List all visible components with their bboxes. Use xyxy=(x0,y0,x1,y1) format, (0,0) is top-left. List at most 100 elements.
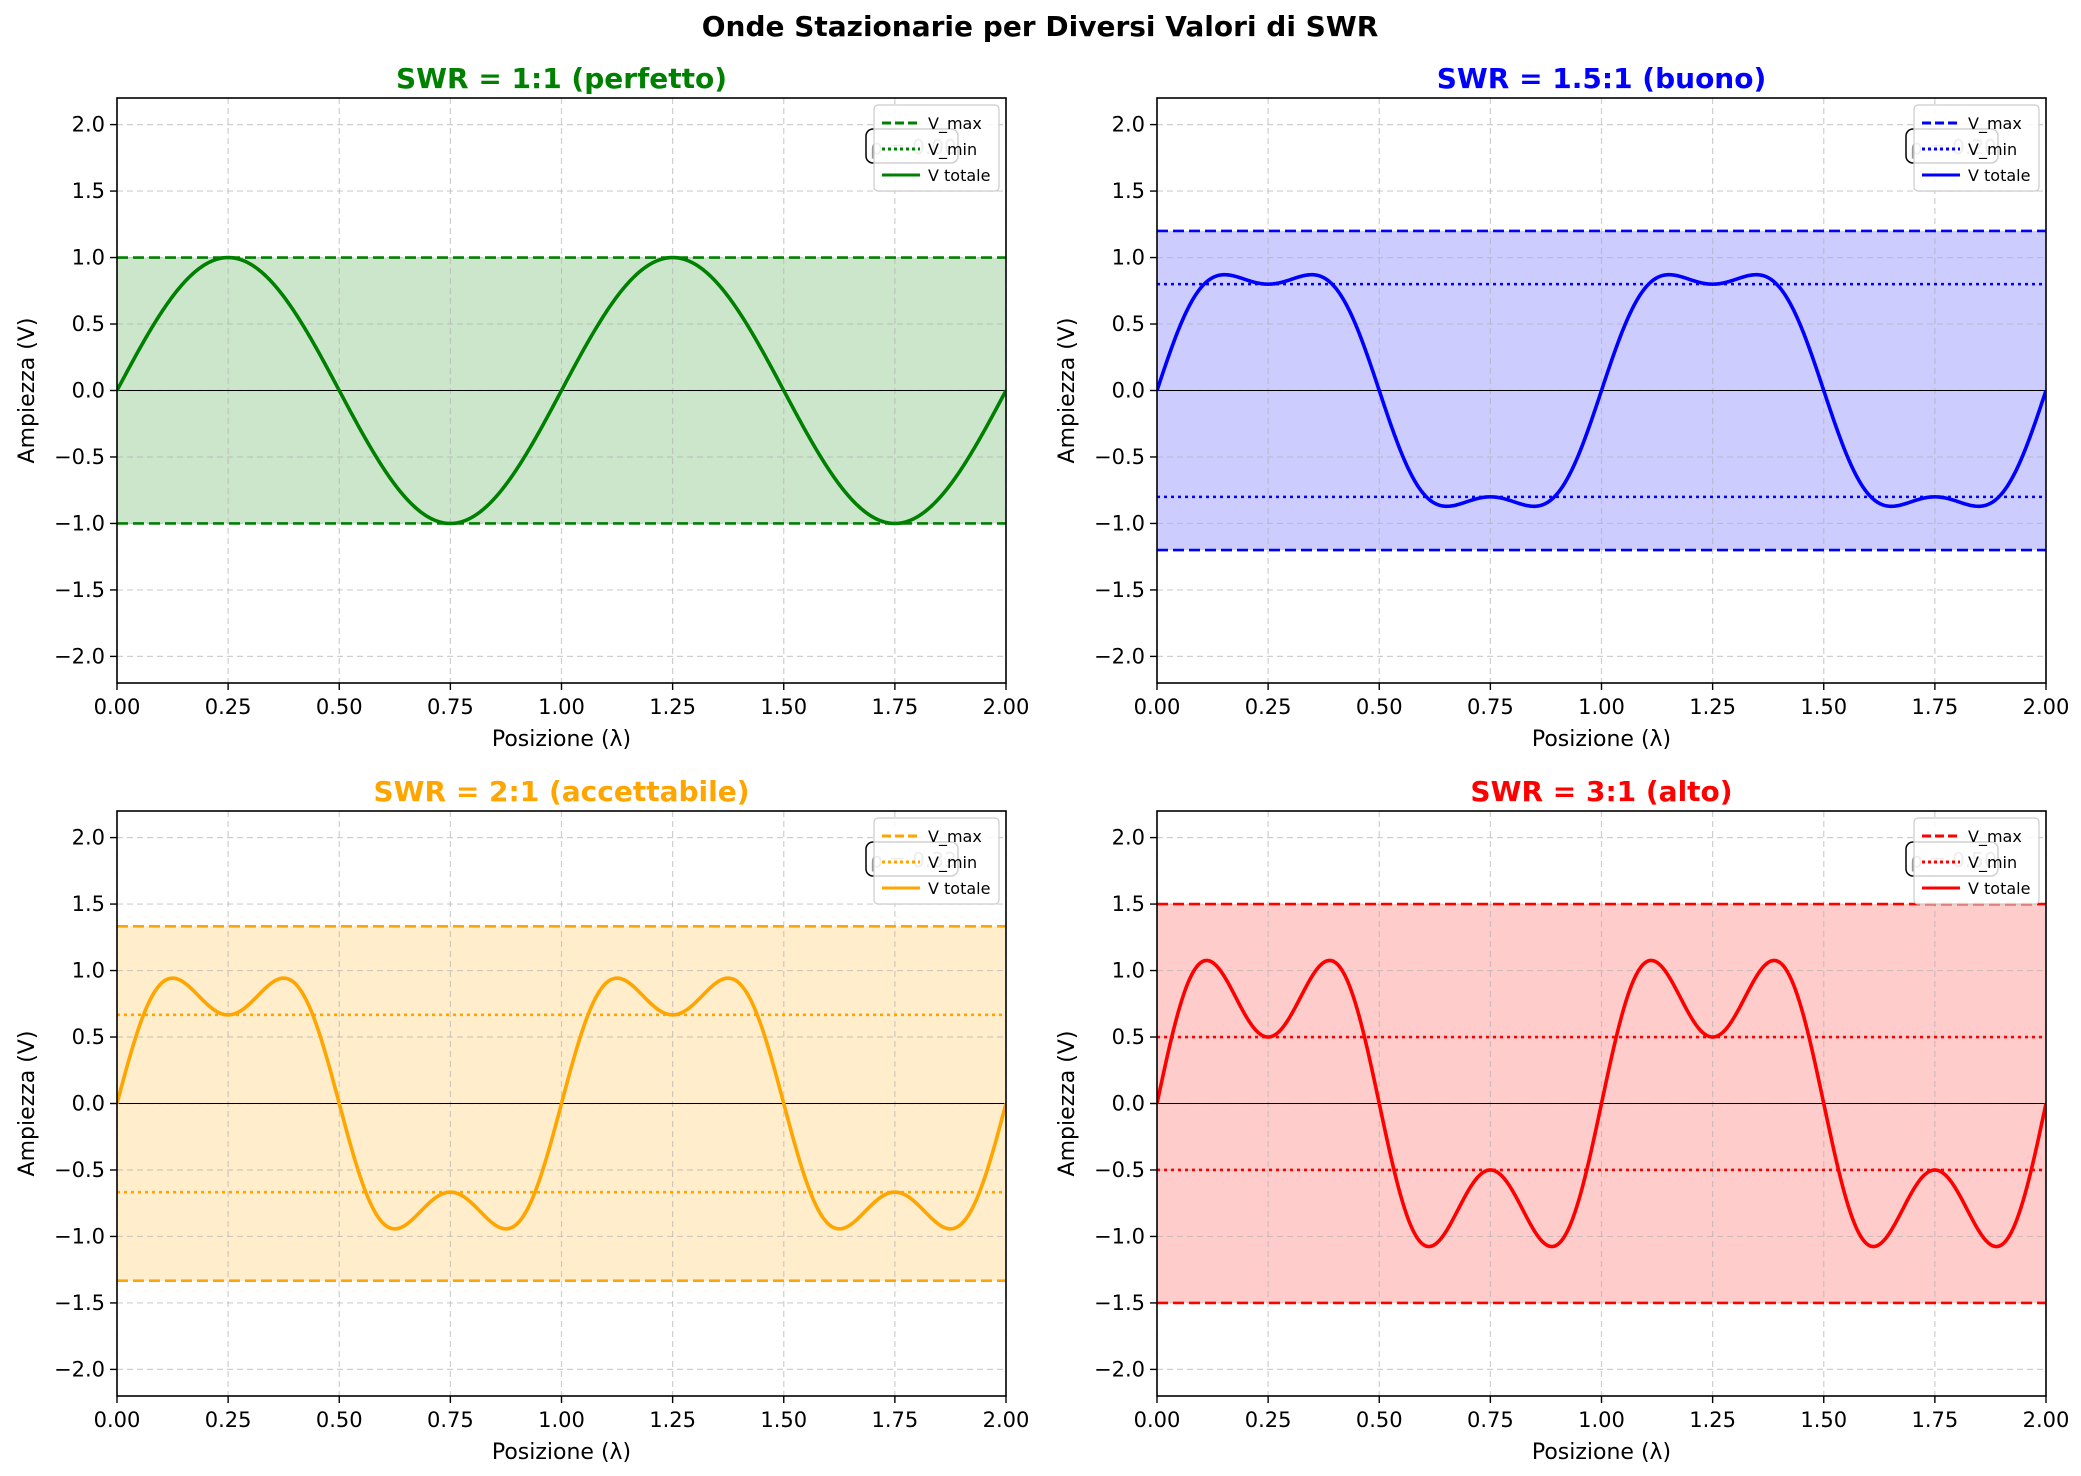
x-axis-label: Posizione (λ) xyxy=(492,1440,631,1465)
y-axis-label: Ampiezza (V) xyxy=(1055,1031,1080,1177)
y-tick-label: −2.0 xyxy=(1094,644,1145,668)
x-tick-label: 0.00 xyxy=(1134,695,1181,719)
y-tick-label: 0.0 xyxy=(72,1092,105,1116)
y-tick-label: −1.0 xyxy=(54,511,105,535)
x-tick-label: 1.00 xyxy=(538,695,585,719)
y-tick-label: −0.5 xyxy=(54,1158,105,1182)
x-tick-label: 0.75 xyxy=(427,1408,474,1432)
legend-label: V totale xyxy=(1968,166,2030,185)
x-tick-label: 1.25 xyxy=(1689,1408,1736,1432)
y-tick-label: 2.0 xyxy=(1112,826,1145,850)
y-tick-label: 0.5 xyxy=(1112,1025,1145,1049)
x-tick-label: 0.00 xyxy=(1134,1408,1181,1432)
x-tick-label: 1.75 xyxy=(871,695,918,719)
x-tick-label: 1.00 xyxy=(1578,1408,1625,1432)
subplot-title: SWR = 2:1 (accettabile) xyxy=(373,775,749,808)
y-tick-label: −1.5 xyxy=(1094,1291,1145,1315)
y-tick-label: −0.5 xyxy=(1094,445,1145,469)
y-tick-label: −1.5 xyxy=(1094,578,1145,602)
y-tick-label: 2.0 xyxy=(1112,113,1145,137)
x-tick-label: 2.00 xyxy=(983,695,1030,719)
y-tick-label: 1.0 xyxy=(1112,959,1145,983)
y-tick-label: −2.0 xyxy=(54,644,105,668)
y-tick-label: 1.5 xyxy=(1112,892,1145,916)
figure-title: Onde Stazionarie per Diversi Valori di S… xyxy=(702,10,1379,43)
x-tick-label: 1.25 xyxy=(649,695,696,719)
subplot-2: 0.00 0.25 0.50 0.75 1.00 1.25 1.50 1.75 2.00 −2.0… xyxy=(1055,62,2069,752)
x-tick-label: 1.75 xyxy=(1911,1408,1958,1432)
x-tick-label: 0.00 xyxy=(94,695,141,719)
x-tick-label: 1.50 xyxy=(760,1408,807,1432)
v-totale-line xyxy=(117,255,1006,526)
legend-label: V_min xyxy=(928,853,977,873)
legend: V_max V_min V totale xyxy=(873,817,1000,905)
x-tick-label: 0.25 xyxy=(205,1408,252,1432)
x-tick-label: 1.75 xyxy=(871,1408,918,1432)
y-tick-label: 1.5 xyxy=(1112,179,1145,203)
legend-frame xyxy=(873,104,1000,192)
x-tick-label: 0.00 xyxy=(94,1408,141,1432)
subplot-title: SWR = 1.5:1 (buono) xyxy=(1437,62,1767,95)
x-axis-label: Posizione (λ) xyxy=(1532,727,1671,752)
subplot-title: SWR = 1:1 (perfetto) xyxy=(396,62,727,95)
y-tick-label: 1.0 xyxy=(1112,246,1145,270)
subplot-3: 0.00 0.25 0.50 0.75 1.00 1.25 1.50 1.75 2.00 −2.0… xyxy=(15,775,1029,1465)
subplot-1: 0.00 0.25 0.50 0.75 1.00 1.25 1.50 1.75 2.00 −2.0… xyxy=(15,62,1029,752)
legend-label: V_max xyxy=(1968,114,2022,134)
legend-label: V_max xyxy=(1968,827,2022,847)
x-tick-label: 0.25 xyxy=(205,695,252,719)
y-tick-label: 0.5 xyxy=(72,312,105,336)
x-tick-label: 0.50 xyxy=(316,1408,363,1432)
x-tick-label: 1.00 xyxy=(1578,695,1625,719)
y-tick-label: −2.0 xyxy=(54,1357,105,1381)
x-tick-label: 1.50 xyxy=(1800,695,1847,719)
subplot-title: SWR = 3:1 (alto) xyxy=(1470,775,1732,808)
y-tick-label: 0.5 xyxy=(1112,312,1145,336)
x-tick-label: 0.25 xyxy=(1245,1408,1292,1432)
y-tick-label: −0.5 xyxy=(54,445,105,469)
v-totale-line xyxy=(1157,958,2046,1249)
x-tick-label: 0.75 xyxy=(1467,695,1514,719)
y-tick-label: −0.5 xyxy=(1094,1158,1145,1182)
x-tick-label: 1.50 xyxy=(1800,1408,1847,1432)
legend-label: V_max xyxy=(928,827,982,847)
x-tick-label: 0.50 xyxy=(1356,695,1403,719)
x-tick-label: 1.00 xyxy=(538,1408,585,1432)
legend: V_max V_min V totale xyxy=(1913,817,2040,905)
x-axis-label: Posizione (λ) xyxy=(1532,1440,1671,1465)
v-totale-line xyxy=(1157,272,2046,509)
y-axis-label: Ampiezza (V) xyxy=(15,318,40,464)
y-tick-label: −1.5 xyxy=(54,578,105,602)
legend-frame xyxy=(873,817,1000,905)
y-tick-label: −2.0 xyxy=(1094,1357,1145,1381)
x-tick-label: 2.00 xyxy=(983,1408,1030,1432)
x-tick-label: 0.50 xyxy=(316,695,363,719)
x-tick-label: 0.25 xyxy=(1245,695,1292,719)
x-tick-label: 0.75 xyxy=(1467,1408,1514,1432)
y-tick-label: 0.0 xyxy=(1112,379,1145,403)
y-tick-label: 0.5 xyxy=(72,1025,105,1049)
legend-label: V totale xyxy=(1968,879,2030,898)
x-tick-label: 1.25 xyxy=(649,1408,696,1432)
x-tick-label: 2.00 xyxy=(2023,695,2070,719)
y-tick-label: −1.0 xyxy=(1094,511,1145,535)
legend-label: V_max xyxy=(928,114,982,134)
y-tick-label: 2.0 xyxy=(72,826,105,850)
x-tick-label: 0.50 xyxy=(1356,1408,1403,1432)
y-axis-label: Ampiezza (V) xyxy=(1055,318,1080,464)
y-tick-label: 2.0 xyxy=(72,113,105,137)
subplot-4: 0.00 0.25 0.50 0.75 1.00 1.25 1.50 1.75 2.00 −2.0… xyxy=(1055,775,2069,1465)
x-tick-label: 1.50 xyxy=(760,695,807,719)
y-axis-label: Ampiezza (V) xyxy=(15,1031,40,1177)
x-tick-label: 1.25 xyxy=(1689,695,1736,719)
x-tick-label: 2.00 xyxy=(2023,1408,2070,1432)
x-axis-label: Posizione (λ) xyxy=(492,727,631,752)
v-totale-line xyxy=(117,976,1006,1231)
legend-label: V_min xyxy=(1968,140,2017,160)
legend-frame xyxy=(1913,817,2040,905)
y-tick-label: 0.0 xyxy=(1112,1092,1145,1116)
legend-frame xyxy=(1913,104,2040,192)
y-tick-label: −1.0 xyxy=(54,1224,105,1248)
